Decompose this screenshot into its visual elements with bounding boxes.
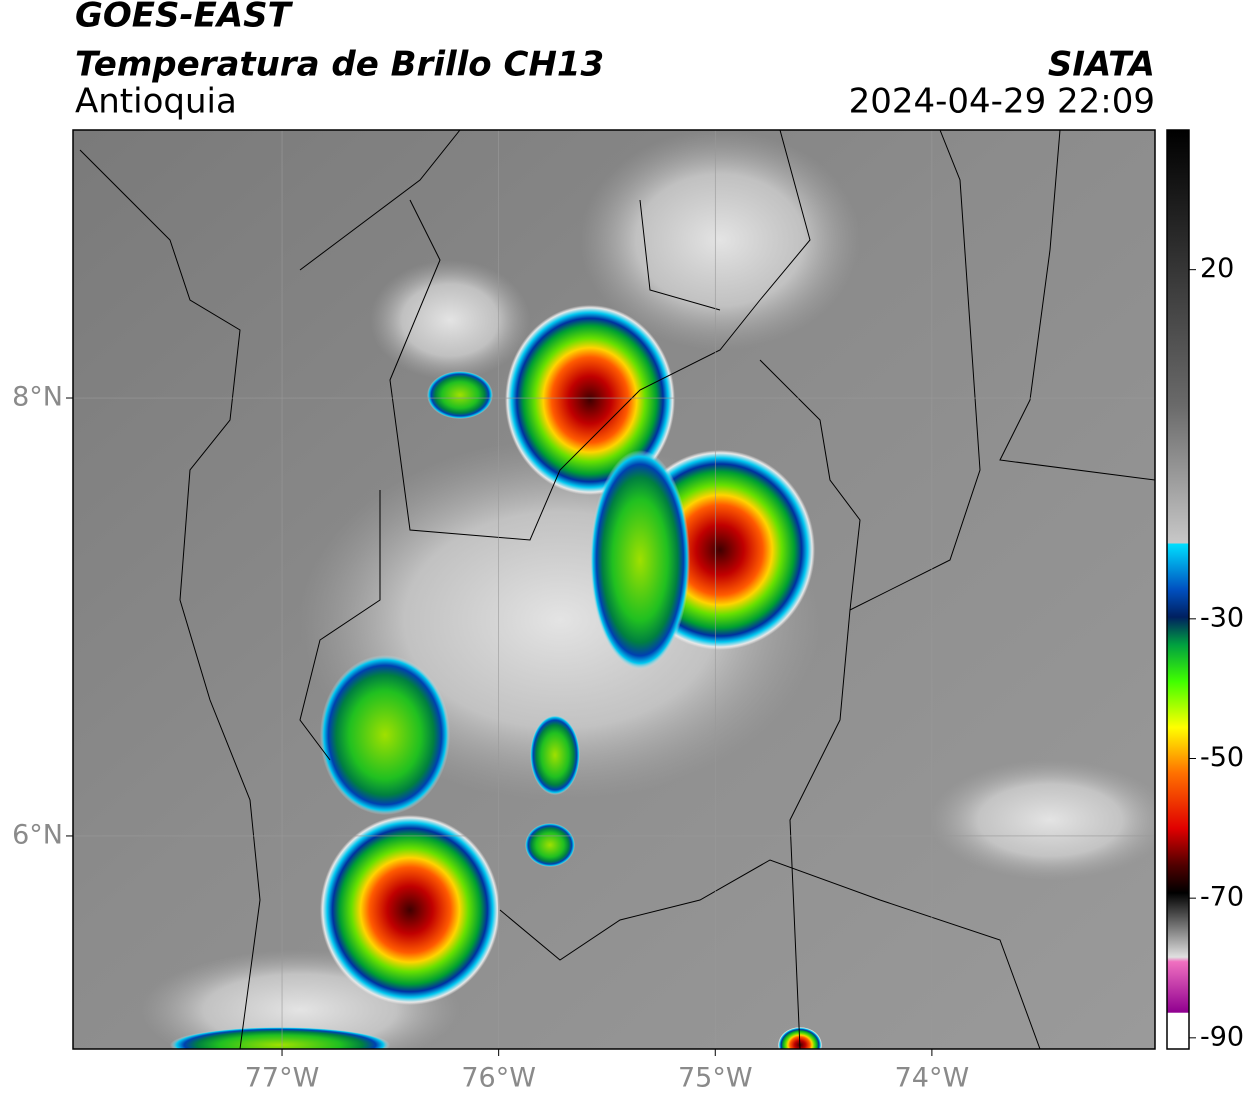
colorbar-label: -50	[1200, 742, 1244, 773]
x-tick-label: 77°W	[245, 1063, 320, 1094]
y-tick-label: 8°N	[12, 382, 63, 413]
colorbar-label: -70	[1200, 882, 1244, 913]
colorbar-label: -30	[1200, 602, 1244, 633]
x-tick-label: 76°W	[461, 1063, 536, 1094]
title: GOES-EAST	[75, 0, 294, 36]
colorbar-label: -90	[1200, 1021, 1244, 1052]
map-frame	[72, 129, 1156, 1050]
subtitle: Temperatura de Brillo CH13	[75, 45, 604, 85]
region: Antioquia	[75, 82, 237, 122]
datetime: 2024-04-29 22:09	[849, 82, 1155, 122]
source: SIATA	[1048, 45, 1155, 85]
graticule	[73, 130, 1155, 1049]
colorbar-label: 20	[1200, 253, 1234, 284]
x-tick-label: 75°W	[678, 1063, 753, 1094]
x-tick-label: 74°W	[895, 1063, 970, 1094]
y-tick-label: 6°N	[12, 819, 63, 850]
map-image	[73, 130, 1155, 1049]
colorbar	[1166, 129, 1190, 1050]
